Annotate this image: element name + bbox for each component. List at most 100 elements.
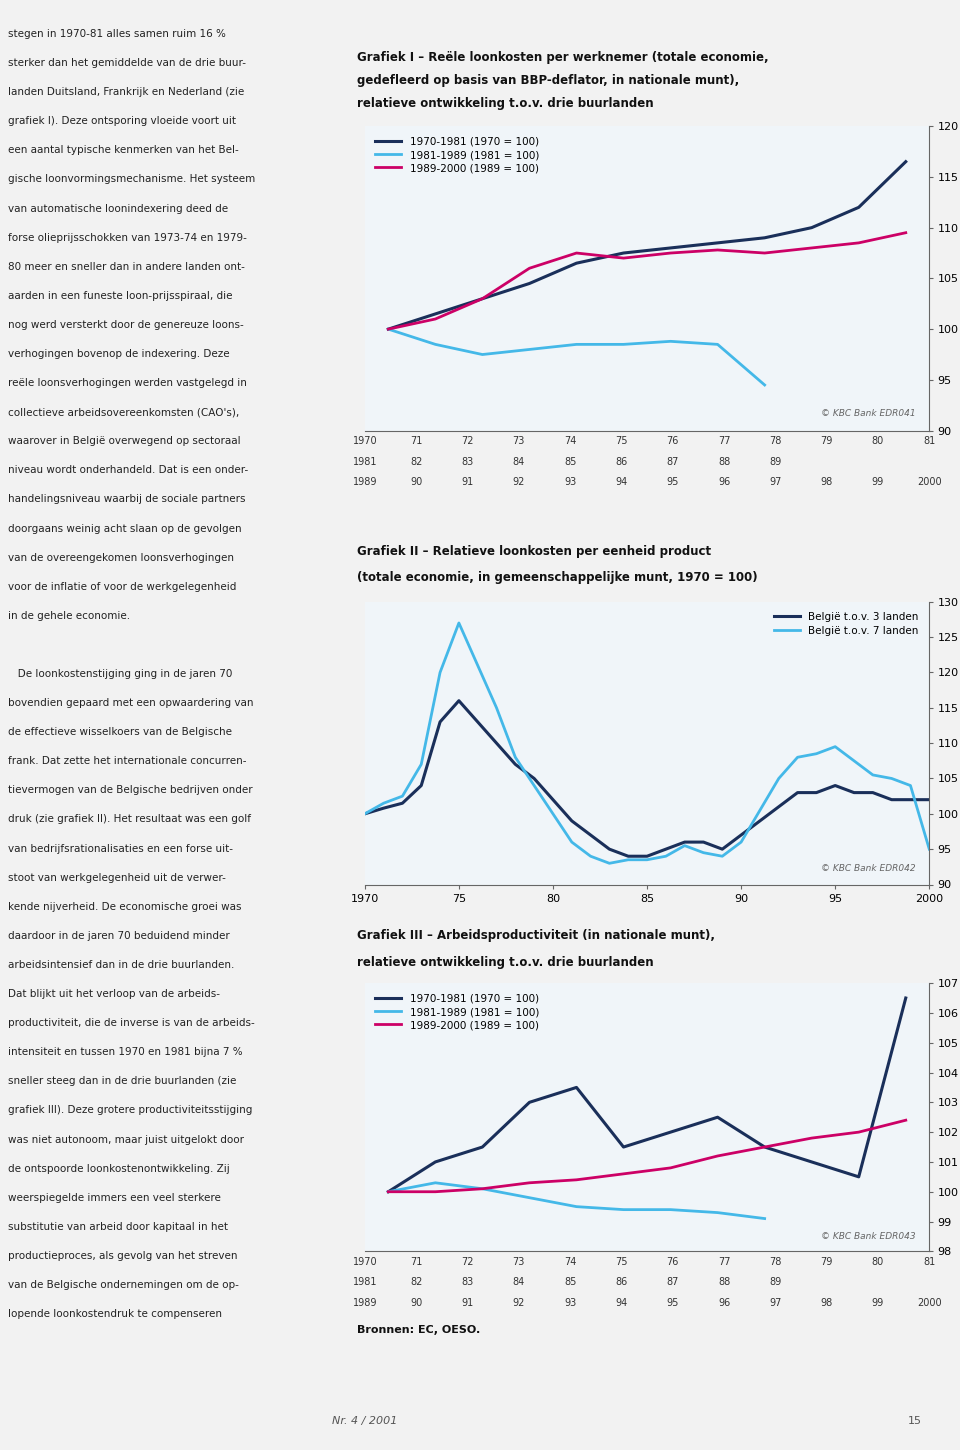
Text: stoot van werkgelegenheid uit de verwer-: stoot van werkgelegenheid uit de verwer- bbox=[8, 873, 226, 883]
Text: 94: 94 bbox=[615, 477, 628, 487]
Text: 1981: 1981 bbox=[352, 1277, 377, 1288]
Text: Bronnen: EC, OESO.: Bronnen: EC, OESO. bbox=[357, 1325, 480, 1335]
Text: 80: 80 bbox=[872, 436, 884, 447]
Legend: België t.o.v. 3 landen, België t.o.v. 7 landen: België t.o.v. 3 landen, België t.o.v. 7 … bbox=[769, 608, 924, 641]
Text: Nr. 4 / 2001: Nr. 4 / 2001 bbox=[332, 1415, 397, 1425]
Text: 2000: 2000 bbox=[917, 477, 942, 487]
Text: 99: 99 bbox=[872, 1298, 884, 1308]
Text: 81: 81 bbox=[924, 1257, 935, 1267]
Text: 96: 96 bbox=[718, 1298, 731, 1308]
Text: 1981: 1981 bbox=[352, 457, 377, 467]
Text: bovendien gepaard met een opwaardering van: bovendien gepaard met een opwaardering v… bbox=[8, 697, 253, 708]
Text: 97: 97 bbox=[769, 1298, 781, 1308]
Text: relatieve ontwikkeling t.o.v. drie buurlanden: relatieve ontwikkeling t.o.v. drie buurl… bbox=[357, 956, 654, 969]
Text: sterker dan het gemiddelde van de drie buur-: sterker dan het gemiddelde van de drie b… bbox=[8, 58, 246, 68]
Text: aarden in een funeste loon-prijsspiraal, die: aarden in een funeste loon-prijsspiraal,… bbox=[8, 291, 232, 300]
Text: 93: 93 bbox=[564, 1298, 576, 1308]
Text: 80: 80 bbox=[872, 1257, 884, 1267]
Text: druk (zie grafiek II). Het resultaat was een golf: druk (zie grafiek II). Het resultaat was… bbox=[8, 815, 251, 825]
Text: 74: 74 bbox=[564, 436, 576, 447]
Text: 78: 78 bbox=[769, 436, 781, 447]
Text: landen Duitsland, Frankrijk en Nederland (zie: landen Duitsland, Frankrijk en Nederland… bbox=[8, 87, 244, 97]
Text: 98: 98 bbox=[821, 477, 832, 487]
Text: sneller steeg dan in de drie buurlanden (zie: sneller steeg dan in de drie buurlanden … bbox=[8, 1076, 236, 1086]
Text: 84: 84 bbox=[513, 1277, 525, 1288]
Text: 94: 94 bbox=[615, 1298, 628, 1308]
Text: 89: 89 bbox=[769, 1277, 781, 1288]
Text: 72: 72 bbox=[461, 1257, 473, 1267]
Text: 15: 15 bbox=[907, 1415, 922, 1425]
Text: in de gehele economie.: in de gehele economie. bbox=[8, 610, 130, 621]
Text: 84: 84 bbox=[513, 457, 525, 467]
Text: 88: 88 bbox=[718, 457, 731, 467]
Text: 2000: 2000 bbox=[917, 1298, 942, 1308]
Text: handelingsniveau waarbij de sociale partners: handelingsniveau waarbij de sociale part… bbox=[8, 494, 245, 505]
Text: arbeidsintensief dan in de drie buurlanden.: arbeidsintensief dan in de drie buurland… bbox=[8, 960, 234, 970]
Text: 98: 98 bbox=[821, 1298, 832, 1308]
Text: grafiek I). Deze ontsporing vloeide voort uit: grafiek I). Deze ontsporing vloeide voor… bbox=[8, 116, 236, 126]
Text: lopende loonkostendruk te compenseren: lopende loonkostendruk te compenseren bbox=[8, 1309, 222, 1320]
Text: 86: 86 bbox=[615, 1277, 628, 1288]
Text: 83: 83 bbox=[462, 1277, 473, 1288]
Text: 90: 90 bbox=[410, 477, 422, 487]
Text: 95: 95 bbox=[666, 477, 679, 487]
Text: van bedrijfsrationalisaties en een forse uit-: van bedrijfsrationalisaties en een forse… bbox=[8, 844, 232, 854]
Text: 92: 92 bbox=[513, 1298, 525, 1308]
Text: 87: 87 bbox=[666, 457, 679, 467]
Text: 72: 72 bbox=[461, 436, 473, 447]
Text: 97: 97 bbox=[769, 477, 781, 487]
Text: Grafiek II – Relatieve loonkosten per eenheid product: Grafiek II – Relatieve loonkosten per ee… bbox=[357, 545, 711, 558]
Text: 88: 88 bbox=[718, 1277, 731, 1288]
Text: 90: 90 bbox=[410, 1298, 422, 1308]
Text: collectieve arbeidsovereenkomsten (CAO's),: collectieve arbeidsovereenkomsten (CAO's… bbox=[8, 407, 239, 418]
Text: productieproces, als gevolg van het streven: productieproces, als gevolg van het stre… bbox=[8, 1251, 237, 1262]
Text: 78: 78 bbox=[769, 1257, 781, 1267]
Text: stegen in 1970-81 alles samen ruim 16 %: stegen in 1970-81 alles samen ruim 16 % bbox=[8, 29, 226, 39]
Text: 76: 76 bbox=[666, 436, 679, 447]
Text: gische loonvormingsmechanisme. Het systeem: gische loonvormingsmechanisme. Het syste… bbox=[8, 174, 255, 184]
Text: 77: 77 bbox=[718, 1257, 731, 1267]
Text: 93: 93 bbox=[564, 477, 576, 487]
Text: tievermogen van de Belgische bedrijven onder: tievermogen van de Belgische bedrijven o… bbox=[8, 786, 252, 796]
Text: 77: 77 bbox=[718, 436, 731, 447]
Text: Grafiek I – Reële loonkosten per werknemer (totale economie,: Grafiek I – Reële loonkosten per werknem… bbox=[357, 51, 769, 64]
Text: was niet autonoom, maar juist uitgelokt door: was niet autonoom, maar juist uitgelokt … bbox=[8, 1134, 244, 1144]
Text: nog werd versterkt door de genereuze loons-: nog werd versterkt door de genereuze loo… bbox=[8, 320, 244, 331]
Text: 95: 95 bbox=[666, 1298, 679, 1308]
Text: 96: 96 bbox=[718, 477, 731, 487]
Text: 82: 82 bbox=[410, 1277, 422, 1288]
Text: (totale economie, in gemeenschappelijke munt, 1970 = 100): (totale economie, in gemeenschappelijke … bbox=[357, 571, 757, 584]
Text: 85: 85 bbox=[564, 1277, 576, 1288]
Text: 79: 79 bbox=[821, 1257, 833, 1267]
Text: de effectieve wisselkoers van de Belgische: de effectieve wisselkoers van de Belgisc… bbox=[8, 728, 231, 737]
Text: daardoor in de jaren 70 beduidend minder: daardoor in de jaren 70 beduidend minder bbox=[8, 931, 229, 941]
Text: de ontspoorde loonkostenontwikkeling. Zij: de ontspoorde loonkostenontwikkeling. Zi… bbox=[8, 1163, 229, 1173]
Text: 73: 73 bbox=[513, 1257, 525, 1267]
Text: forse olieprijsschokken van 1973-74 en 1979-: forse olieprijsschokken van 1973-74 en 1… bbox=[8, 232, 247, 242]
Text: 85: 85 bbox=[564, 457, 576, 467]
Text: een aantal typische kenmerken van het Bel-: een aantal typische kenmerken van het Be… bbox=[8, 145, 238, 155]
Text: 82: 82 bbox=[410, 457, 422, 467]
Text: 86: 86 bbox=[615, 457, 628, 467]
Text: niveau wordt onderhandeld. Dat is een onder-: niveau wordt onderhandeld. Dat is een on… bbox=[8, 465, 248, 476]
Text: doorgaans weinig acht slaan op de gevolgen: doorgaans weinig acht slaan op de gevolg… bbox=[8, 523, 241, 534]
Text: © KBC Bank EDR043: © KBC Bank EDR043 bbox=[821, 1231, 915, 1241]
Text: frank. Dat zette het internationale concurren-: frank. Dat zette het internationale conc… bbox=[8, 757, 246, 766]
Text: 73: 73 bbox=[513, 436, 525, 447]
Text: 74: 74 bbox=[564, 1257, 576, 1267]
Text: Dat blijkt uit het verloop van de arbeids-: Dat blijkt uit het verloop van de arbeid… bbox=[8, 989, 220, 999]
Text: 83: 83 bbox=[462, 457, 473, 467]
Text: Grafiek III – Arbeidsproductiviteit (in nationale munt),: Grafiek III – Arbeidsproductiviteit (in … bbox=[357, 929, 715, 942]
Text: 89: 89 bbox=[769, 457, 781, 467]
Text: 91: 91 bbox=[462, 1298, 473, 1308]
Text: productiviteit, die de inverse is van de arbeids-: productiviteit, die de inverse is van de… bbox=[8, 1018, 254, 1028]
Text: kende nijverheid. De economische groei was: kende nijverheid. De economische groei w… bbox=[8, 902, 241, 912]
Text: 91: 91 bbox=[462, 477, 473, 487]
Text: 75: 75 bbox=[615, 1257, 628, 1267]
Text: 71: 71 bbox=[410, 436, 422, 447]
Text: 1989: 1989 bbox=[352, 1298, 377, 1308]
Text: © KBC Bank EDR041: © KBC Bank EDR041 bbox=[821, 409, 915, 419]
Text: 79: 79 bbox=[821, 436, 833, 447]
Text: gedefleerd op basis van BBP-deflator, in nationale munt),: gedefleerd op basis van BBP-deflator, in… bbox=[357, 74, 739, 87]
Text: 80 meer en sneller dan in andere landen ont-: 80 meer en sneller dan in andere landen … bbox=[8, 262, 245, 271]
